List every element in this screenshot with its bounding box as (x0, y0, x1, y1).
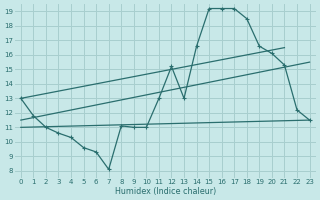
X-axis label: Humidex (Indice chaleur): Humidex (Indice chaleur) (115, 187, 216, 196)
